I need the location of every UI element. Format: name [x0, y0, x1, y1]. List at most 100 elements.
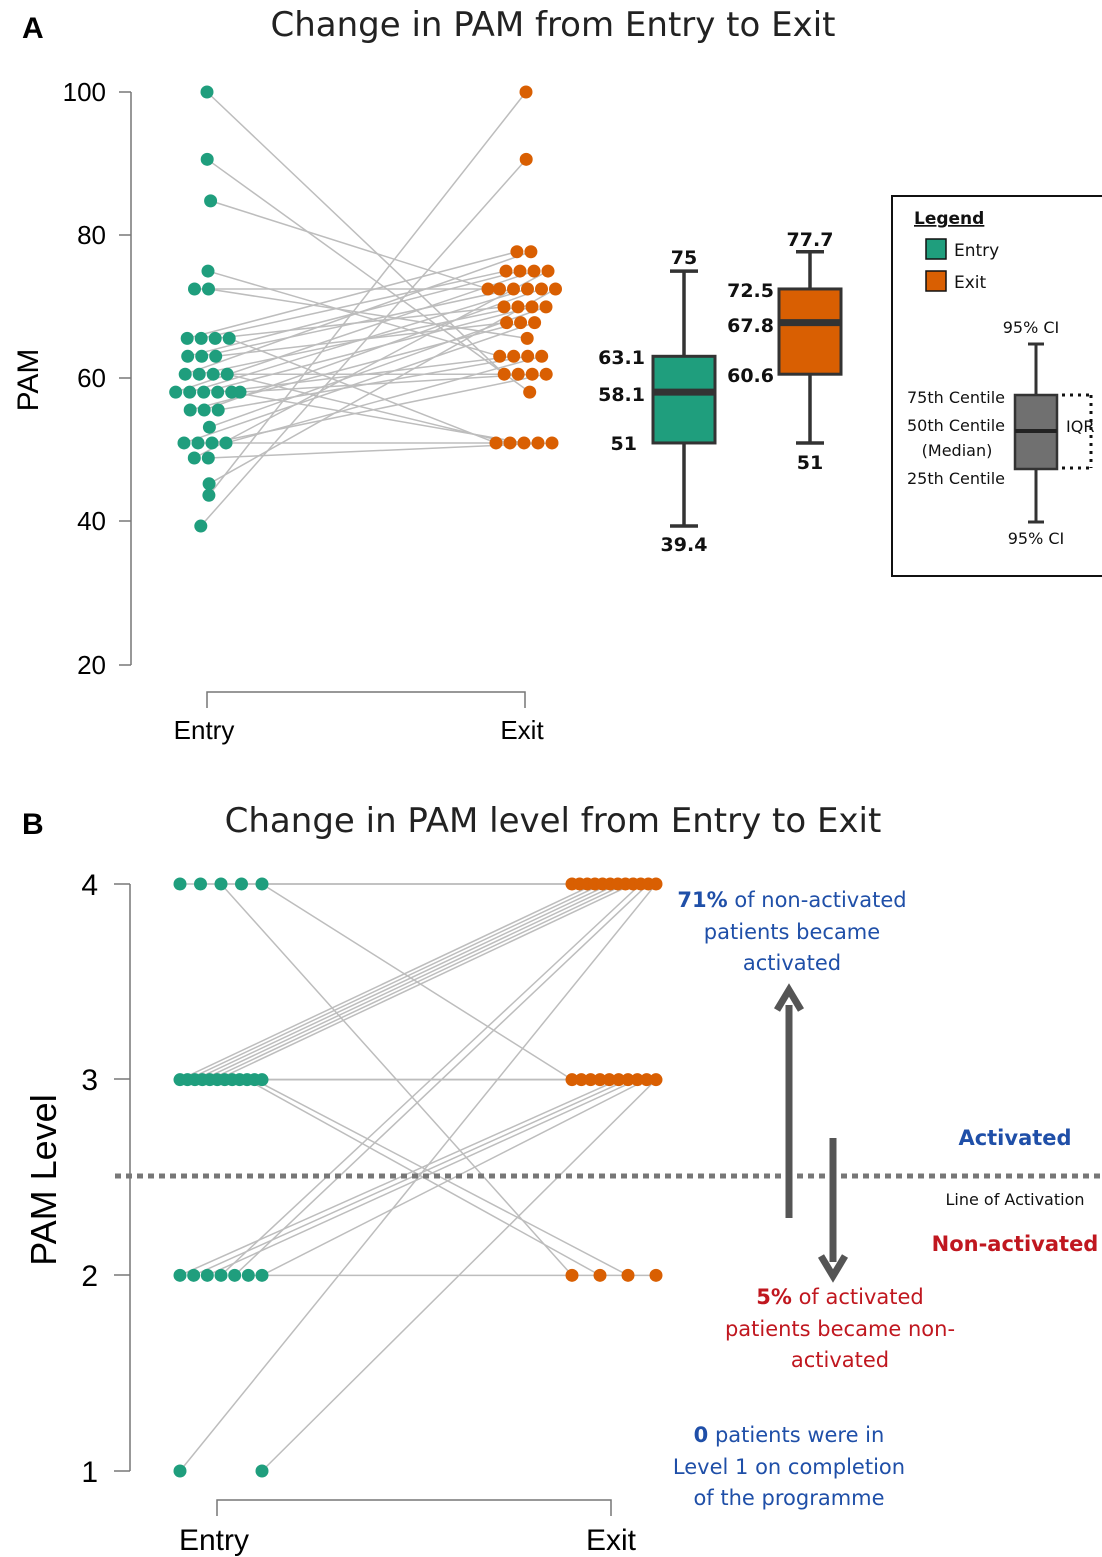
legend-ci-bottom: 95% CI	[1008, 529, 1065, 548]
paired-line	[218, 355, 528, 411]
paired-line	[200, 158, 527, 527]
exit-min-label: 51	[797, 452, 823, 474]
y-tick-20: 20	[77, 650, 106, 680]
entry-point	[177, 436, 191, 450]
panel-b-points	[173, 877, 663, 1478]
exit-point	[499, 264, 513, 278]
exit-boxplot	[777, 249, 843, 445]
exit-point	[520, 331, 534, 345]
annotation-activated-line3: activated	[743, 951, 841, 975]
exit-point	[489, 436, 503, 450]
exit-point	[521, 349, 535, 363]
legend-iqr: IQR	[1066, 417, 1094, 436]
entry-point	[208, 331, 222, 345]
entry-point	[202, 488, 216, 502]
exit-level-point	[565, 1268, 579, 1282]
entry-min-label: 39.4	[661, 534, 708, 556]
exit-point	[517, 436, 531, 450]
paired-line	[228, 337, 497, 444]
exit-level-point	[602, 1073, 616, 1087]
exit-level-point	[574, 1073, 588, 1087]
level-paired-line	[254, 1079, 629, 1276]
paired-line	[175, 270, 535, 393]
exit-point	[481, 282, 495, 296]
exit-point	[500, 316, 514, 330]
level-paired-line	[193, 1078, 629, 1277]
exit-point	[523, 385, 537, 399]
entry-point	[219, 436, 233, 450]
legend-50th: 50th Centile	[907, 416, 1005, 435]
level-paired-line	[202, 883, 619, 1081]
paired-line	[193, 270, 549, 459]
entry-point	[183, 385, 197, 399]
legend-25th: 25th Centile	[907, 469, 1005, 488]
level-paired-line	[209, 883, 626, 1081]
legend-entry-swatch	[925, 238, 947, 260]
entry-median-label: 58.1	[598, 384, 645, 406]
paired-line	[187, 250, 518, 340]
entry-level-point	[200, 1268, 214, 1282]
exit-level-point	[612, 1073, 626, 1087]
entry-level-point	[173, 1464, 187, 1478]
entry-point	[197, 403, 211, 417]
y-tick-100: 100	[63, 77, 106, 107]
level-paired-line	[216, 883, 634, 1081]
paired-line	[239, 373, 533, 393]
exit-point	[521, 282, 534, 296]
paired-line	[208, 288, 528, 340]
entry-point	[195, 349, 209, 363]
entry-level-point	[255, 1073, 269, 1087]
exit-point	[503, 436, 517, 450]
level-paired-line	[234, 883, 649, 1276]
exit-point	[535, 282, 548, 296]
exit-level-point	[621, 1073, 635, 1087]
exit-point	[525, 367, 539, 381]
y-tick-60: 60	[77, 363, 106, 393]
entry-level-point	[255, 877, 269, 891]
legend-exit-swatch	[925, 270, 947, 292]
paired-line	[184, 251, 532, 375]
exit-point	[493, 349, 507, 363]
entry-level-point	[194, 877, 207, 891]
entry-level-point	[228, 1268, 242, 1282]
entry-level-point	[173, 1268, 187, 1282]
entry-point	[188, 282, 201, 296]
entry-point	[206, 367, 220, 381]
level-paired-line	[187, 883, 603, 1081]
entry-point	[181, 349, 195, 363]
entry-point	[194, 331, 208, 345]
exit-point	[539, 367, 553, 381]
exit-point	[513, 264, 527, 278]
level-x-tick-entry: Entry	[179, 1524, 249, 1557]
x-tick-exit: Exit	[500, 715, 544, 745]
annotation-activated-line2: patients became	[704, 920, 880, 944]
annotation-non-activated-line3: activated	[791, 1348, 889, 1372]
paired-line	[210, 200, 489, 290]
exit-level-point	[649, 877, 663, 891]
paired-line	[209, 306, 547, 428]
paired-line	[189, 288, 528, 393]
exit-point	[519, 152, 533, 166]
exit-point	[497, 367, 511, 381]
exit-point	[531, 436, 545, 450]
entry-point	[191, 436, 205, 450]
exit-level-point	[649, 1268, 663, 1282]
exit-point	[525, 300, 539, 314]
exit-point	[511, 300, 525, 314]
entry-point	[202, 477, 216, 491]
entry-point	[187, 451, 201, 465]
exit-point	[519, 85, 533, 99]
entry-point	[192, 367, 206, 381]
paired-line	[183, 321, 535, 444]
entry-point	[183, 403, 197, 417]
entry-point	[201, 451, 215, 465]
exit-level-point	[630, 1073, 644, 1087]
exit-point	[524, 245, 538, 259]
level-paired-line	[179, 883, 596, 1081]
legend-title: Legend	[914, 209, 984, 229]
panel-a-letter: A	[22, 12, 44, 45]
legend-75th: 75th Centile	[907, 388, 1005, 407]
entry-point	[204, 194, 218, 208]
exit-point	[511, 367, 525, 381]
entry-point	[194, 519, 208, 533]
